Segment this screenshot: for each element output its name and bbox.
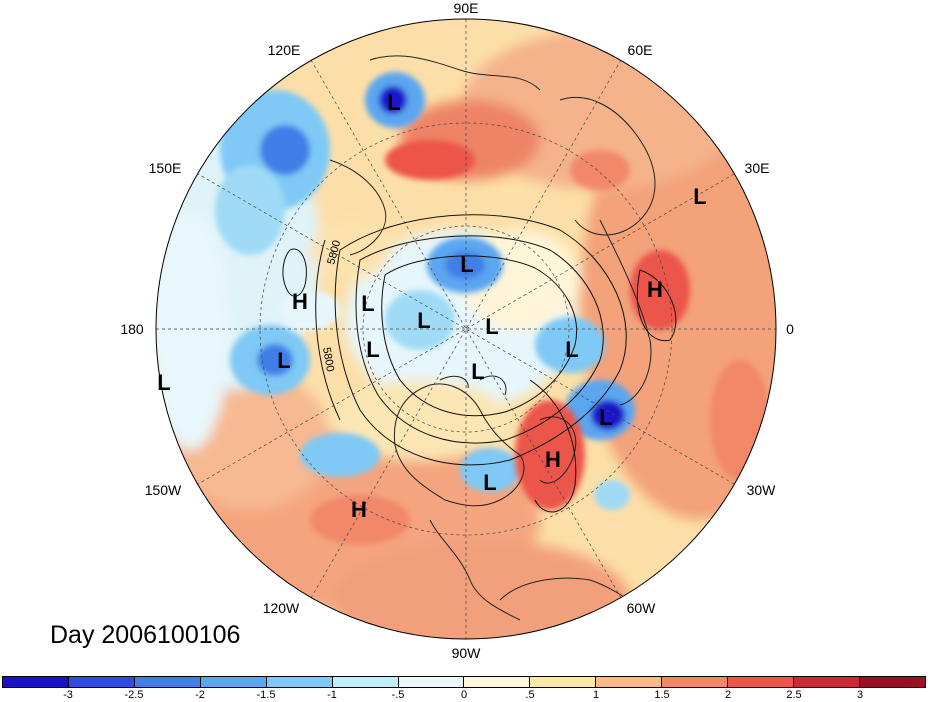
anomaly-field (156, 19, 776, 639)
colorbar-swatch (68, 677, 135, 687)
contours (282, 214, 677, 513)
longitude-labels: 90E 60E 30E 0 30W 60W 90W 120W 150W 180 … (120, 0, 794, 661)
lon-label-30w: 30W (747, 482, 777, 498)
day-label: Day 2006100106 (50, 621, 241, 649)
pressure-center-label: L (483, 470, 496, 495)
pressure-center-label: L (361, 291, 374, 316)
colorbar-tick-label: 3 (856, 689, 864, 701)
colorbar-tick-label: -2 (195, 689, 205, 701)
pressure-center-label: H (647, 277, 663, 302)
lon-label-120e: 120E (268, 42, 301, 58)
colorbar-tick-label: 2 (724, 689, 732, 701)
lon-label-60w: 60W (627, 600, 657, 616)
colorbar-swatch (3, 677, 69, 687)
lon-label-90w: 90W (452, 645, 482, 661)
colorbar-tick-label: 1 (592, 689, 600, 701)
contour-label: 5800 (320, 346, 336, 372)
colorbar-swatch (134, 677, 201, 687)
graticule (156, 19, 776, 639)
colorbar-labels: -3 -2.5 -2 -1.5 -1 -.5 0 .5 1 1.5 2 2.5 3 (2, 689, 926, 702)
pressure-center-label: L (599, 405, 612, 430)
lon-label-30e: 30E (745, 160, 770, 176)
lon-label-120w: 120W (263, 600, 300, 616)
colorbar-tick-label: 2.5 (786, 689, 802, 701)
pressure-center-label: L (417, 308, 430, 333)
lon-label-60e: 60E (628, 42, 653, 58)
colorbar-tick-label: 0 (460, 689, 468, 701)
colorbar-tick-label: -1 (327, 689, 337, 701)
lon-label-90e: 90E (454, 0, 479, 16)
pressure-center-label: H (292, 289, 308, 314)
colorbar-tick-label: -.5 (391, 689, 405, 701)
pressure-center-label: L (471, 359, 484, 384)
colorbar-swatch (596, 677, 663, 687)
map-lines (156, 19, 776, 639)
colorbar-tick-label: .5 (525, 689, 535, 701)
colorbar (2, 676, 926, 688)
colorbar-swatch (200, 677, 267, 687)
colorbar-swatch (859, 677, 925, 687)
pressure-center-label: L (277, 348, 290, 373)
pressure-center-label: L (565, 337, 578, 362)
pressure-center-label: H (351, 497, 367, 522)
pressure-center-label: H (545, 447, 561, 472)
colorbar-swatch (794, 677, 860, 687)
colorbar-tick-label: -3 (63, 689, 73, 701)
colorbar-swatch (530, 677, 597, 687)
pressure-center-label: L (157, 370, 170, 395)
colorbar-swatch (398, 677, 465, 687)
colorbar-swatch (464, 677, 531, 687)
colorbar-swatch (662, 677, 729, 687)
lon-label-150e: 150E (149, 160, 182, 176)
lon-label-150w: 150W (145, 482, 182, 498)
colorbar-tick-label: -1.5 (256, 689, 276, 701)
map-border (155, 18, 777, 640)
pressure-center-label: L (693, 184, 706, 209)
colorbar-tick-label: -2.5 (124, 689, 144, 701)
lon-label-0: 0 (786, 321, 794, 337)
pressure-centers: L L H L L L L H L L L L L L H H L (157, 90, 706, 522)
lon-label-180: 180 (120, 321, 144, 337)
pressure-center-label: L (387, 90, 400, 115)
pressure-center-label: L (366, 337, 379, 362)
colorbar-swatch (332, 677, 399, 687)
colorbar-swatch (728, 677, 795, 687)
colorbar-tick-label: 1.5 (654, 689, 670, 701)
pressure-center-label: L (485, 314, 498, 339)
colorbar-swatch (266, 677, 333, 687)
pressure-center-label: L (460, 252, 473, 277)
